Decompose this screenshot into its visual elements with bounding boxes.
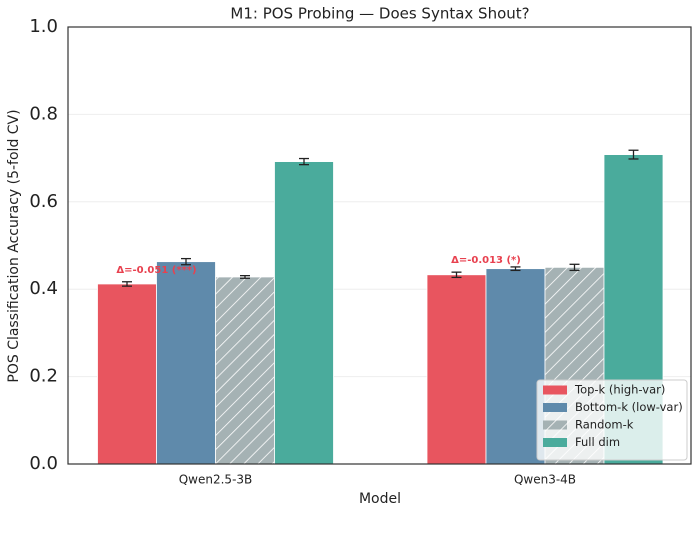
x-tick-label: Qwen2.5-3B (179, 473, 253, 487)
legend-swatch (543, 385, 567, 395)
bar (426, 274, 487, 465)
annotation: Δ=-0.051 (***) (116, 265, 196, 276)
bar (97, 283, 157, 465)
bar-hatch (215, 276, 275, 464)
error-bar (181, 257, 191, 266)
y-tick-label: 0.2 (29, 366, 58, 387)
bar (485, 268, 546, 465)
y-tick-label: 0.0 (29, 453, 58, 474)
error-bar (510, 266, 521, 272)
chart-title: M1: POS Probing — Does Syntax Shout? (230, 5, 529, 23)
y-tick-label: 0.6 (29, 191, 58, 212)
legend: Top-k (high-var) Bottom-k (low-var) Random… (536, 379, 688, 461)
error-bar (299, 157, 309, 166)
legend-swatch (543, 438, 567, 447)
y-axis-label: POS Classification Accuracy (5-fold CV) (6, 109, 22, 382)
plot-frame (67, 26, 692, 465)
error-bar (240, 275, 250, 279)
legend-label: Bottom-k (low-var) (575, 400, 683, 414)
error-bar (451, 271, 462, 279)
error-bar (569, 263, 580, 272)
legend-label: Top-k (high-var) (574, 383, 665, 397)
legend-swatch (543, 403, 567, 412)
bar (274, 161, 334, 465)
annotation: Δ=-0.013 (*) (451, 255, 521, 266)
bar (156, 261, 216, 465)
x-tick-label: Qwen3-4B (514, 473, 576, 487)
error-bar (628, 149, 639, 160)
legend-label: Random-k (575, 418, 634, 432)
x-axis-label: Model (359, 491, 401, 507)
legend-box (536, 379, 688, 461)
y-tick-label: 0.8 (29, 103, 58, 124)
error-bar (122, 281, 132, 287)
legend-label: Full dim (575, 435, 620, 449)
y-tick-label: 0.4 (29, 278, 58, 299)
legend-swatch-hatch (543, 420, 567, 430)
y-tick-label: 1.0 (29, 16, 58, 37)
